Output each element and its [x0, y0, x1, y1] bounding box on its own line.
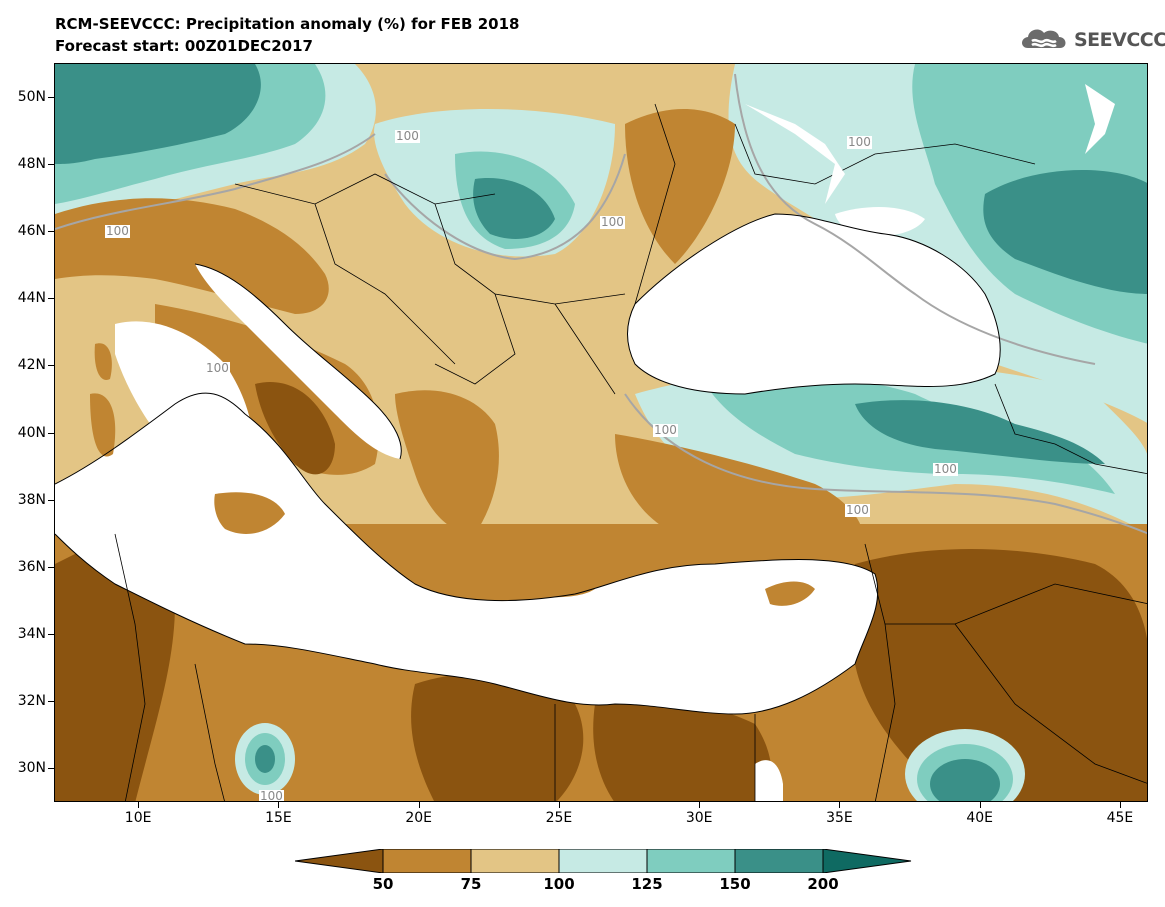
anomaly-field: [55, 64, 1147, 801]
latitude-tick: [48, 768, 54, 770]
colorbar: [295, 849, 912, 873]
latitude-tick-label: 38N: [17, 491, 46, 508]
latitude-tick-label: 34N: [17, 626, 46, 643]
latitude-tick-label: 40N: [17, 424, 46, 441]
colorbar-triangle-low: [295, 849, 384, 873]
logo-text: SEEVCCC: [1074, 29, 1165, 51]
latitude-tick: [48, 566, 54, 568]
latitude-tick-label: 50N: [17, 88, 46, 105]
latitude-tick: [48, 634, 54, 636]
longitude-tick: [278, 802, 280, 808]
colorbar-level: 50: [372, 875, 394, 893]
longitude-tick-label: 40E: [966, 810, 994, 826]
cloud-icon: [1018, 24, 1070, 56]
longitude-tick: [839, 802, 841, 808]
longitude-tick-label: 25E: [545, 810, 573, 826]
anomaly-map: 100 100 100 100 100 100 100 100 100: [54, 63, 1148, 802]
longitude-tick: [979, 802, 981, 808]
colorbar-bin: [470, 849, 560, 873]
contour-label: 100: [205, 361, 230, 375]
longitude-tick-label: 10E: [124, 810, 152, 826]
contour-label: 100: [600, 215, 625, 229]
colorbar-level: 200: [807, 875, 839, 893]
longitude-tick: [1119, 802, 1121, 808]
colorbar-level: 75: [460, 875, 482, 893]
latitude-tick-label: 48N: [17, 155, 46, 172]
latitude-tick: [48, 163, 54, 165]
longitude-tick: [558, 802, 560, 808]
contour-label: 100: [933, 462, 958, 476]
seevccc-logo: SEEVCCC: [1018, 24, 1165, 56]
longitude-tick: [699, 802, 701, 808]
latitude-tick-label: 32N: [17, 693, 46, 710]
colorbar-level: 125: [631, 875, 663, 893]
contour-label: 100: [847, 135, 872, 149]
colorbar-level: 100: [543, 875, 575, 893]
colorbar-bin: [646, 849, 736, 873]
longitude-tick-label: 30E: [685, 810, 713, 826]
colorbar-bin: [558, 849, 648, 873]
latitude-tick-label: 42N: [17, 357, 46, 374]
contour-label: 100: [259, 789, 284, 802]
latitude-tick: [48, 96, 54, 98]
longitude-tick-label: 20E: [405, 810, 432, 826]
latitude-tick-label: 36N: [17, 558, 46, 575]
contour-label: 100: [105, 224, 130, 238]
latitude-tick-label: 46N: [17, 222, 46, 239]
colorbar-bin: [382, 849, 472, 873]
longitude-tick-label: 35E: [826, 810, 853, 826]
latitude-tick: [48, 365, 54, 367]
latitude-tick: [48, 432, 54, 434]
longitude-tick: [418, 802, 420, 808]
latitude-tick: [48, 499, 54, 501]
forecast-start-label: Forecast start: 00Z01DEC2017: [55, 37, 313, 55]
latitude-tick-label: 30N: [17, 760, 46, 777]
longitude-tick-label: 45E: [1106, 810, 1134, 826]
colorbar-triangle-high: [822, 849, 912, 873]
colorbar-bin: [734, 849, 824, 873]
latitude-tick-label: 44N: [17, 290, 46, 307]
latitude-tick: [48, 701, 54, 703]
latitude-tick: [48, 230, 54, 232]
contour-label: 100: [395, 129, 420, 143]
contour-label: 100: [653, 423, 678, 437]
page-title: RCM-SEEVCCC: Precipitation anomaly (%) f…: [55, 15, 520, 33]
latitude-tick: [48, 298, 54, 300]
longitude-tick: [138, 802, 140, 808]
colorbar-level: 150: [719, 875, 751, 893]
longitude-tick-label: 15E: [265, 810, 292, 826]
contour-label: 100: [845, 503, 870, 517]
